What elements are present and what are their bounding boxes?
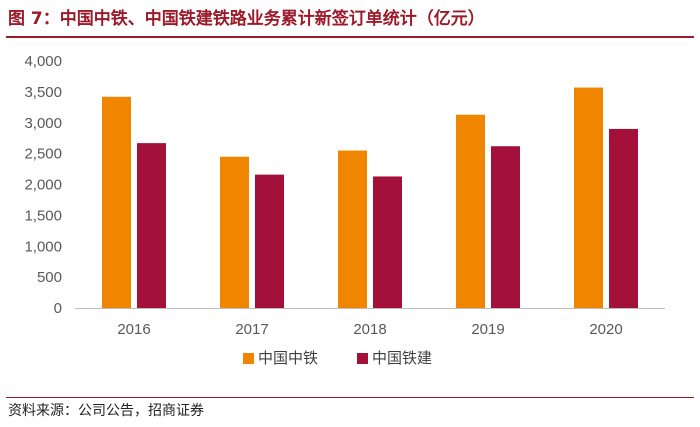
y-tick-label: 3,000 [24, 115, 62, 132]
bar-crec-2017 [220, 156, 249, 308]
y-tick-label: 4,000 [24, 53, 62, 70]
bar-crcc-2018 [373, 176, 402, 308]
chart-title: 图 7：中国中铁、中国铁建铁路业务累计新签订单统计（亿元） [8, 9, 485, 29]
legend-swatch [357, 353, 368, 364]
legend: 中国中铁 中国铁建 [243, 349, 432, 367]
legend-swatch [243, 353, 254, 364]
legend-label: 中国铁建 [372, 349, 432, 367]
y-tick-label: 1,500 [24, 207, 62, 224]
x-tick-label: 2020 [589, 321, 622, 338]
y-axis: 0 500 1,000 1,500 2,000 2,500 3,000 3,500 4,000 [24, 53, 62, 317]
y-tick-label: 3,500 [24, 84, 62, 101]
bar-crec-2016 [102, 96, 131, 308]
bar-crcc-2020 [609, 128, 638, 308]
x-tick-label: 2019 [471, 321, 504, 338]
y-tick-label: 0 [54, 300, 62, 317]
y-tick-label: 2,000 [24, 177, 62, 194]
x-tick-label: 2016 [117, 321, 150, 338]
y-tick-label: 1,000 [24, 238, 62, 255]
y-tick-label: 500 [37, 269, 62, 286]
bar-crcc-2019 [491, 146, 520, 308]
bar-crec-2019 [456, 114, 485, 308]
x-tick-label: 2018 [353, 321, 386, 338]
title-divider [6, 36, 694, 38]
legend-label: 中国中铁 [258, 349, 318, 367]
source-note: 资料来源：公司公告，招商证券 [8, 403, 204, 419]
source-divider [6, 397, 694, 398]
bar-chart: 05001,0001,5002,0002,5003,0003,5004,000 … [24, 53, 665, 367]
bar-crec-2020 [574, 87, 603, 308]
x-axis: 2016 2017 2018 2019 2020 [117, 321, 622, 338]
bar-crcc-2017 [255, 174, 284, 308]
bars [102, 87, 638, 308]
x-tick-label: 2017 [235, 321, 268, 338]
bar-crcc-2016 [137, 143, 166, 308]
bar-crec-2018 [338, 150, 367, 308]
y-tick-label: 2,500 [24, 146, 62, 163]
